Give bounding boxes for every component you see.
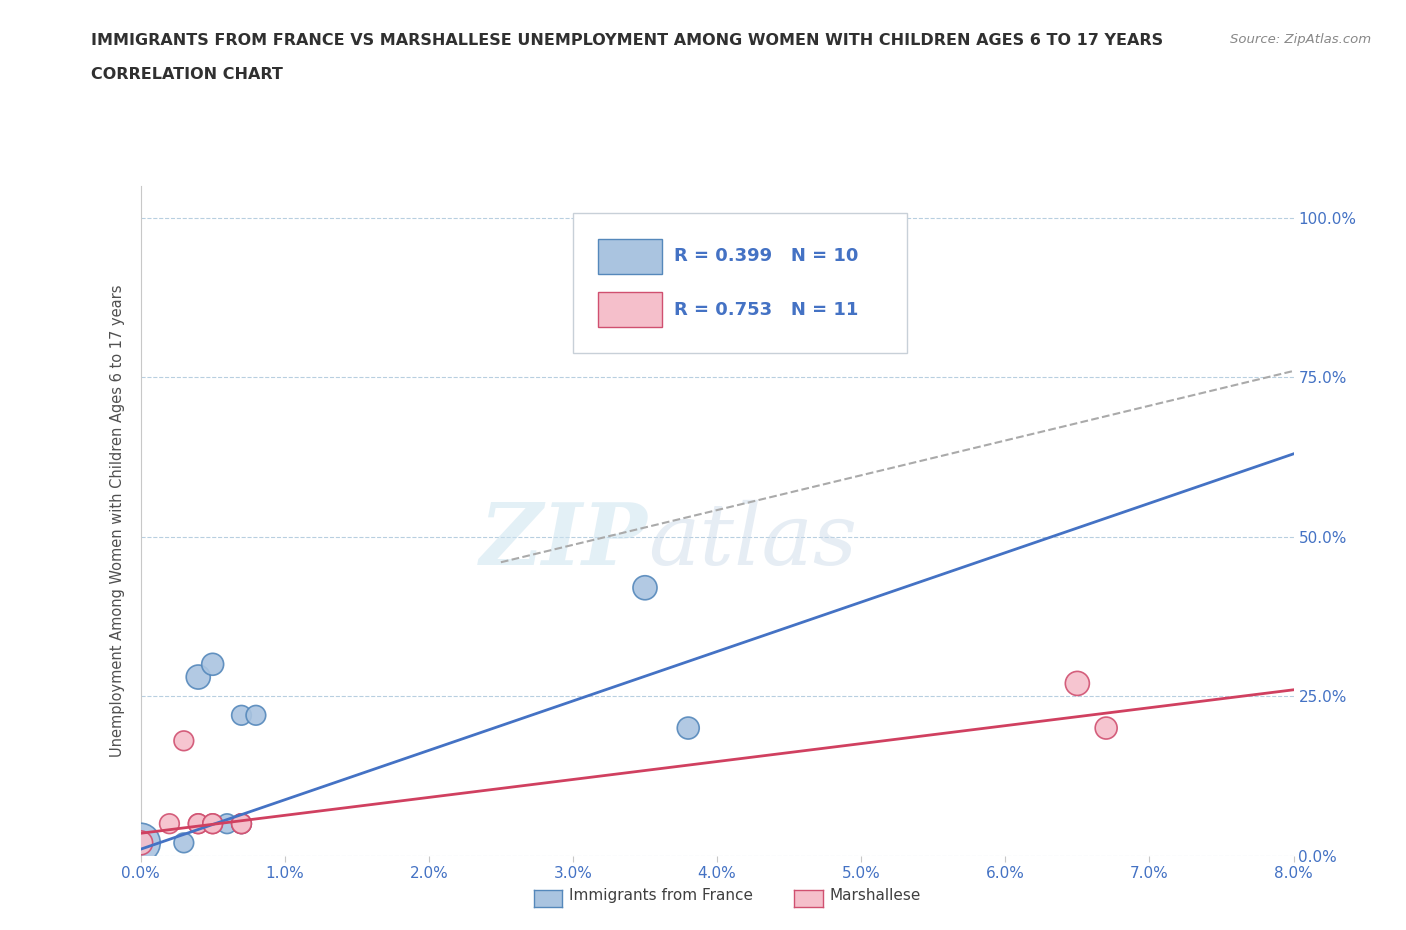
Text: atlas: atlas [648,499,858,582]
Point [231,817,253,831]
Y-axis label: Unemployment Among Women with Children Ages 6 to 17 years: Unemployment Among Women with Children A… [110,285,125,757]
Point [201,817,224,831]
Text: IMMIGRANTS FROM FRANCE VS MARSHALLESE UNEMPLOYMENT AMONG WOMEN WITH CHILDREN AGE: IMMIGRANTS FROM FRANCE VS MARSHALLESE UN… [91,33,1164,47]
Point [173,734,195,749]
Point [129,835,152,850]
Point [231,817,253,831]
Point [173,835,195,850]
Point [187,817,209,831]
Point [1095,721,1118,736]
Point [201,657,224,671]
Point [1066,676,1088,691]
Point [231,817,253,831]
Text: Source: ZipAtlas.com: Source: ZipAtlas.com [1230,33,1371,46]
Point [187,817,209,831]
Text: R = 0.753   N = 11: R = 0.753 N = 11 [675,301,859,319]
Text: ZIP: ZIP [479,499,648,582]
Text: CORRELATION CHART: CORRELATION CHART [91,67,283,82]
Text: Immigrants from France: Immigrants from France [569,888,754,903]
Point [245,708,267,723]
FancyBboxPatch shape [574,213,907,353]
Point [187,670,209,684]
Point [201,817,224,831]
Text: Marshallese: Marshallese [830,888,921,903]
Point [217,817,239,831]
Point [634,580,657,595]
FancyBboxPatch shape [599,239,662,273]
Point [159,817,180,831]
Text: R = 0.399   N = 10: R = 0.399 N = 10 [675,247,859,265]
FancyBboxPatch shape [599,292,662,327]
Point [231,708,253,723]
Point [129,835,152,850]
Point [678,721,700,736]
